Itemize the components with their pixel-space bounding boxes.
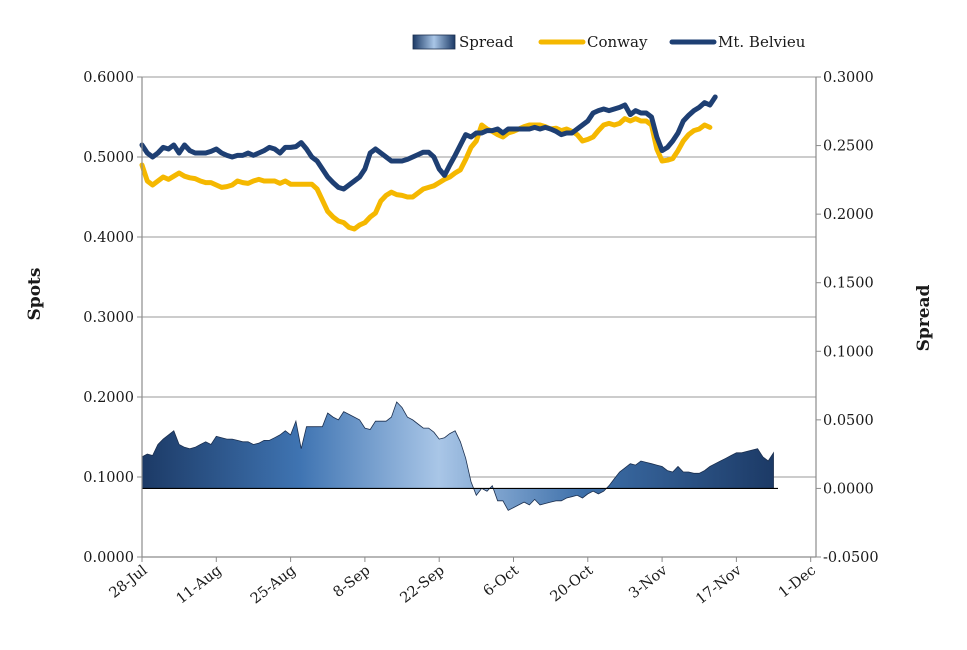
x-tick-label: 25-Aug [248, 563, 299, 608]
y-tick-label: 0.4000 [83, 230, 134, 246]
y2-tick-label: 0.1000 [823, 344, 874, 360]
y2-tick-label: 0.0500 [823, 413, 874, 429]
y2-tick-label: 0.2000 [823, 207, 874, 223]
y2-tick-label: 0.2500 [823, 139, 874, 155]
y-tick-label: 0.5000 [83, 150, 134, 166]
x-tick-label: 11-Aug [174, 563, 225, 608]
y-axis-title: Spots [25, 268, 45, 321]
y2-tick-label: 0.1500 [823, 276, 874, 292]
x-tick-label: 8-Sep [330, 563, 373, 601]
price-lines-layer [139, 94, 718, 232]
y-tick-label: 0.0000 [83, 550, 134, 566]
conway-line [139, 116, 713, 232]
y2-tick-label: -0.0500 [823, 550, 879, 566]
y-tick-label: 0.2000 [83, 390, 134, 406]
axes [137, 76, 821, 562]
legend-swatch-spread [412, 34, 456, 50]
y2-tick-label: 0.3000 [823, 70, 874, 86]
x-tick-label: 1-Dec [776, 563, 819, 602]
spread-area-1 [141, 401, 774, 511]
legend: Spread Conway Mt. Belvieu [412, 33, 806, 51]
legend-label: Conway [587, 33, 648, 51]
y-tick-label: 0.3000 [83, 310, 134, 326]
x-tick-label: 20-Oct [548, 562, 597, 605]
x-tick-label: 6-Oct [481, 562, 522, 599]
y2-axis-title: Spread [914, 284, 934, 351]
x-tick-label: 17-Nov [693, 562, 745, 608]
legend-label: Mt. Belvieu [718, 33, 806, 51]
y-tick-label: 0.6000 [83, 70, 134, 86]
x-tick-label: 3-Nov [626, 562, 671, 602]
x-tick-label: 28-Jul [107, 562, 151, 601]
mt-belvieu-line [139, 94, 718, 192]
y-tick-label: 0.1000 [83, 470, 134, 486]
spread-area-layer [141, 401, 778, 511]
x-tick-label: 22-Sep [397, 563, 447, 607]
legend-label: Spread [459, 33, 514, 51]
y2-tick-label: 0.0000 [823, 481, 874, 497]
